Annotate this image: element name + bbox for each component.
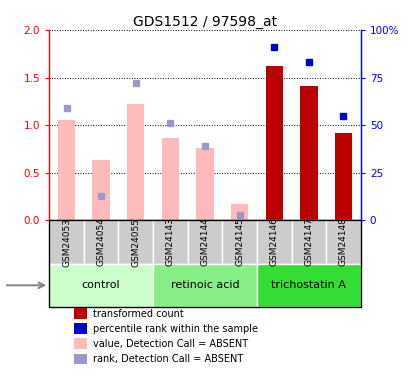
Bar xyxy=(334,133,351,220)
Bar xyxy=(153,220,187,264)
Bar xyxy=(118,220,153,264)
Text: GSM24146: GSM24146 xyxy=(269,217,278,267)
Bar xyxy=(92,160,110,220)
Bar xyxy=(74,323,86,334)
Text: GSM24145: GSM24145 xyxy=(234,217,243,267)
Bar xyxy=(187,220,222,264)
Text: GSM24144: GSM24144 xyxy=(200,217,209,266)
Bar xyxy=(299,86,317,220)
Bar xyxy=(49,264,153,307)
Bar xyxy=(74,338,86,350)
Bar xyxy=(58,120,75,220)
Text: retinoic acid: retinoic acid xyxy=(170,280,239,290)
Text: trichostatin A: trichostatin A xyxy=(271,280,346,290)
Text: GSM24054: GSM24054 xyxy=(97,217,106,267)
Bar xyxy=(256,220,291,264)
Bar xyxy=(326,220,360,264)
Bar xyxy=(49,220,83,264)
Bar xyxy=(153,264,256,307)
Bar xyxy=(256,264,360,307)
Text: GSM24055: GSM24055 xyxy=(131,217,140,267)
Text: percentile rank within the sample: percentile rank within the sample xyxy=(92,324,257,334)
Bar xyxy=(291,220,326,264)
Text: GSM24143: GSM24143 xyxy=(166,217,175,267)
Text: GSM24147: GSM24147 xyxy=(303,217,312,267)
Bar xyxy=(196,148,213,220)
Text: GSM24148: GSM24148 xyxy=(338,217,347,267)
Bar xyxy=(265,66,282,220)
Bar xyxy=(74,308,86,319)
Text: rank, Detection Call = ABSENT: rank, Detection Call = ABSENT xyxy=(92,354,243,364)
Text: value, Detection Call = ABSENT: value, Detection Call = ABSENT xyxy=(92,339,247,349)
Bar xyxy=(127,104,144,220)
Bar xyxy=(222,220,256,264)
Bar xyxy=(161,138,179,220)
Bar xyxy=(83,220,118,264)
Text: control: control xyxy=(82,280,120,290)
Title: GDS1512 / 97598_at: GDS1512 / 97598_at xyxy=(133,15,276,29)
Bar xyxy=(230,204,248,220)
Text: GSM24053: GSM24053 xyxy=(62,217,71,267)
Bar xyxy=(74,354,86,364)
Text: transformed count: transformed count xyxy=(92,309,183,319)
